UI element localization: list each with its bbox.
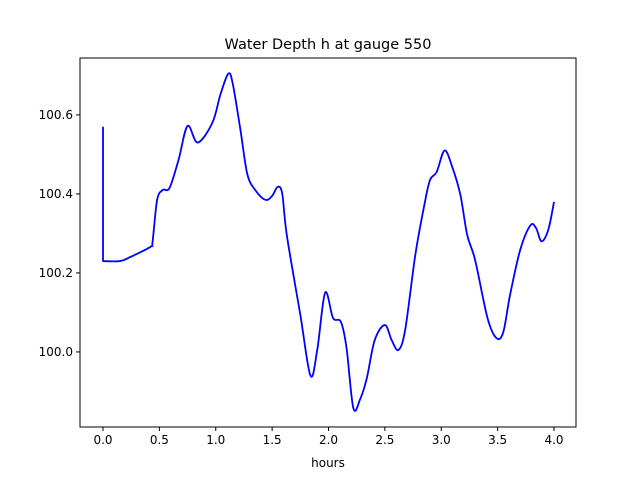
- y-tick-label: 100.6: [39, 108, 73, 122]
- x-tick-label: 3.0: [432, 433, 451, 447]
- x-tick-label: 1.0: [206, 433, 225, 447]
- chart-title: Water Depth h at gauge 550: [225, 37, 432, 53]
- y-tick-label: 100.4: [39, 187, 73, 201]
- x-axis-label: hours: [311, 456, 345, 470]
- x-tick-label: 2.5: [375, 433, 394, 447]
- series-line-h: [102, 72, 555, 412]
- x-tick-label: 2.0: [319, 433, 338, 447]
- x-tick-label: 0.5: [150, 433, 169, 447]
- x-tick-label: 1.5: [263, 433, 282, 447]
- y-tick-label: 100.0: [39, 345, 73, 359]
- x-tick-label: 3.5: [488, 433, 507, 447]
- y-tick-label: 100.2: [39, 266, 73, 280]
- x-tick-label: 0.0: [93, 433, 112, 447]
- x-tick-label: 4.0: [544, 433, 563, 447]
- plot-frame: [79, 57, 577, 428]
